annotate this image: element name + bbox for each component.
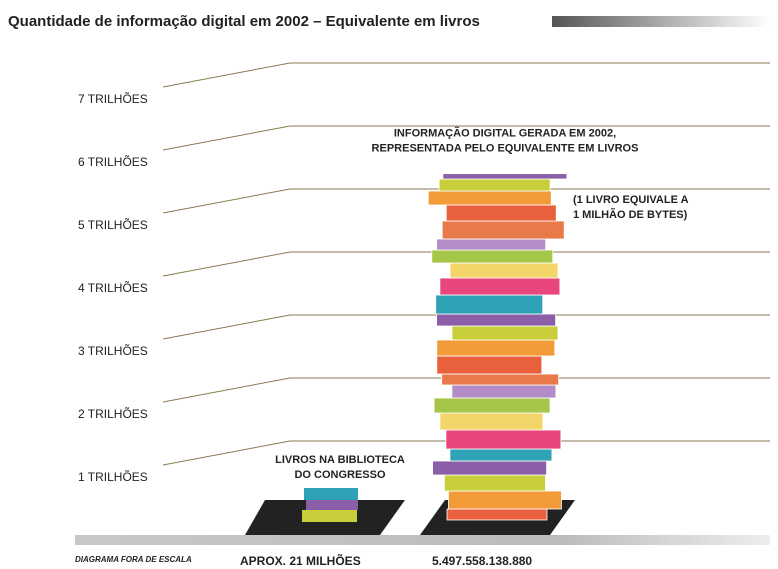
grid-line [162, 377, 770, 403]
book [441, 220, 565, 240]
y-tick-label: 4 TRILHÕES [78, 280, 148, 295]
grid-line [162, 440, 770, 466]
book [435, 294, 544, 315]
y-tick-label: 3 TRILHÕES [78, 343, 148, 358]
book [449, 448, 553, 462]
book [432, 460, 547, 476]
y-tick-label: 2 TRILHÕES [78, 406, 148, 421]
grid-line [162, 251, 770, 277]
grid-line [162, 188, 770, 214]
grid-line [162, 314, 770, 340]
book [451, 384, 557, 399]
book [427, 190, 552, 206]
book [445, 204, 557, 222]
library-pile [302, 488, 358, 522]
annotation: (1 LIVRO EQUIVALE A [573, 194, 689, 206]
annotation: 1 MILHÃO DE BYTES) [573, 208, 688, 221]
book-stack [427, 173, 568, 521]
title-bar [552, 16, 770, 27]
book [431, 249, 554, 264]
book [442, 173, 568, 180]
book [439, 277, 561, 296]
book [433, 397, 551, 414]
category-label: INFORMAÇÃO DIGITAL GERADA EM 2002, [394, 127, 616, 140]
ground [75, 535, 770, 545]
y-tick-label: 7 TRILHÕES [78, 91, 148, 106]
book [439, 412, 544, 431]
book [446, 508, 548, 521]
book [436, 238, 547, 251]
y-tick-label: 5 TRILHÕES [78, 217, 148, 232]
book [451, 325, 559, 341]
footnote: DIAGRAMA FORA DE ESCALA [75, 555, 192, 564]
book [449, 262, 559, 279]
book [444, 474, 546, 492]
book [436, 313, 557, 327]
grid-line [162, 62, 770, 88]
category-label: REPRESENTADA PELO EQUIVALENTE EM LIVROS [372, 143, 639, 155]
chart-title: Quantidade de informação digital em 2002… [8, 13, 480, 30]
book [445, 429, 562, 450]
category-label: DO CONGRESSO [294, 469, 386, 481]
value-label: APROX. 21 MILHÕES [240, 553, 361, 568]
book [436, 339, 556, 357]
category-label: LIVROS NA BIBLIOTECA [275, 454, 405, 466]
book [441, 373, 560, 386]
y-tick-label: 1 TRILHÕES [78, 469, 148, 484]
book [438, 178, 551, 192]
grid-line [162, 125, 770, 151]
y-tick-label: 6 TRILHÕES [78, 154, 148, 169]
value-label: 5.497.558.138.880 [432, 554, 532, 568]
book [436, 355, 543, 375]
book [448, 490, 562, 510]
